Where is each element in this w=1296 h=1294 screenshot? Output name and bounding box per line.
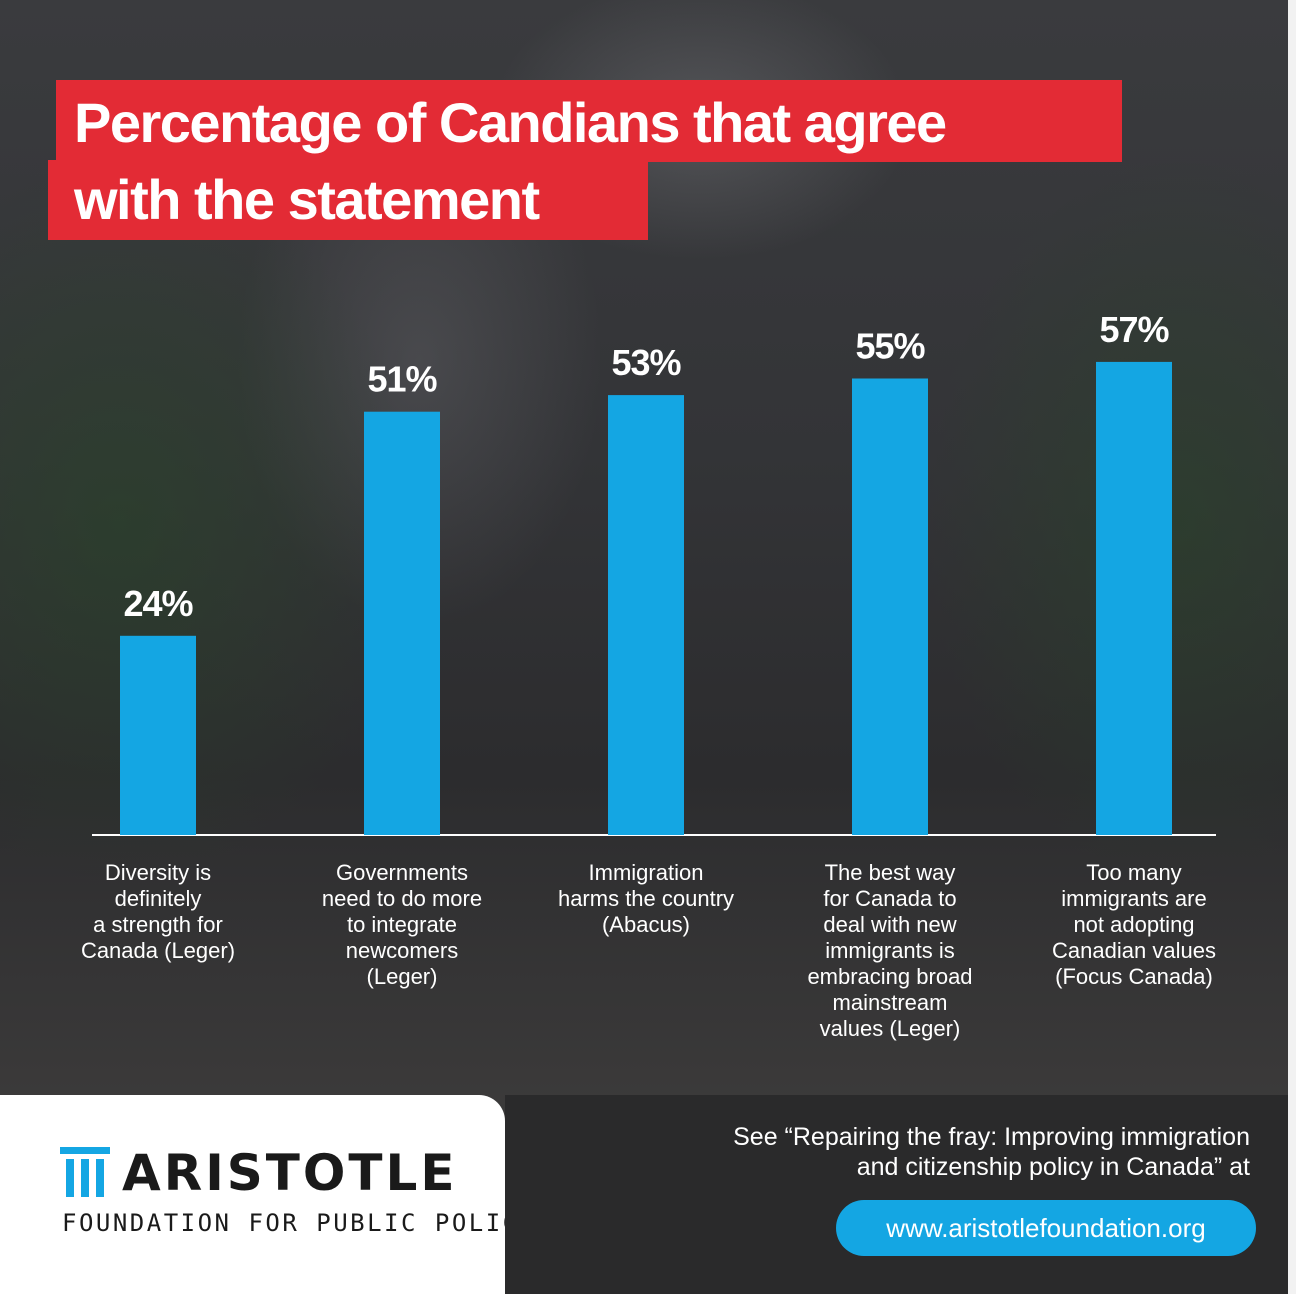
value-label-1: 24% bbox=[123, 583, 193, 624]
category-label-3: Immigration harms the country (Abacus) bbox=[557, 860, 735, 937]
right-edge-stripe bbox=[1288, 0, 1296, 1294]
bar-3 bbox=[608, 395, 684, 835]
value-label-2: 51% bbox=[367, 359, 437, 400]
bar-5 bbox=[1096, 361, 1172, 835]
org-subtitle: FOUNDATION FOR PUBLIC POLICY bbox=[62, 1209, 537, 1237]
bar-chart: 24% 51% 53% 55% 57% bbox=[120, 309, 1172, 835]
column-icon bbox=[60, 1147, 110, 1197]
value-label-3: 53% bbox=[611, 342, 681, 383]
bar-2 bbox=[364, 411, 440, 835]
category-label-1: Diversity is definitely a strength for C… bbox=[80, 860, 236, 963]
report-reference-text: See “Repairing the fray: Improving immig… bbox=[560, 1122, 1250, 1182]
footer-info-panel bbox=[505, 1095, 1288, 1294]
category-label-2: Governments need to do more to integrate… bbox=[321, 860, 483, 989]
title-band-1 bbox=[56, 80, 1122, 162]
chart-title-line-2: with the statement bbox=[74, 168, 540, 231]
value-label-5: 57% bbox=[1099, 309, 1169, 350]
chart-title-line-1: Percentage of Candians that agree bbox=[74, 91, 947, 154]
category-label-5: Too many immigrants are not adopting Can… bbox=[1052, 860, 1216, 989]
title-band-2 bbox=[48, 160, 648, 240]
value-label-4: 55% bbox=[855, 326, 925, 367]
bar-4 bbox=[852, 378, 928, 835]
report-reference-line: See “Repairing the fray: Improving immig… bbox=[733, 1123, 1250, 1181]
category-label-4: The best way for Canada to deal with new… bbox=[807, 860, 973, 1041]
website-link-button[interactable]: www.aristotlefoundation.org bbox=[836, 1200, 1256, 1256]
org-name: ARISTOTLE bbox=[122, 1144, 458, 1202]
bar-1 bbox=[120, 635, 196, 835]
